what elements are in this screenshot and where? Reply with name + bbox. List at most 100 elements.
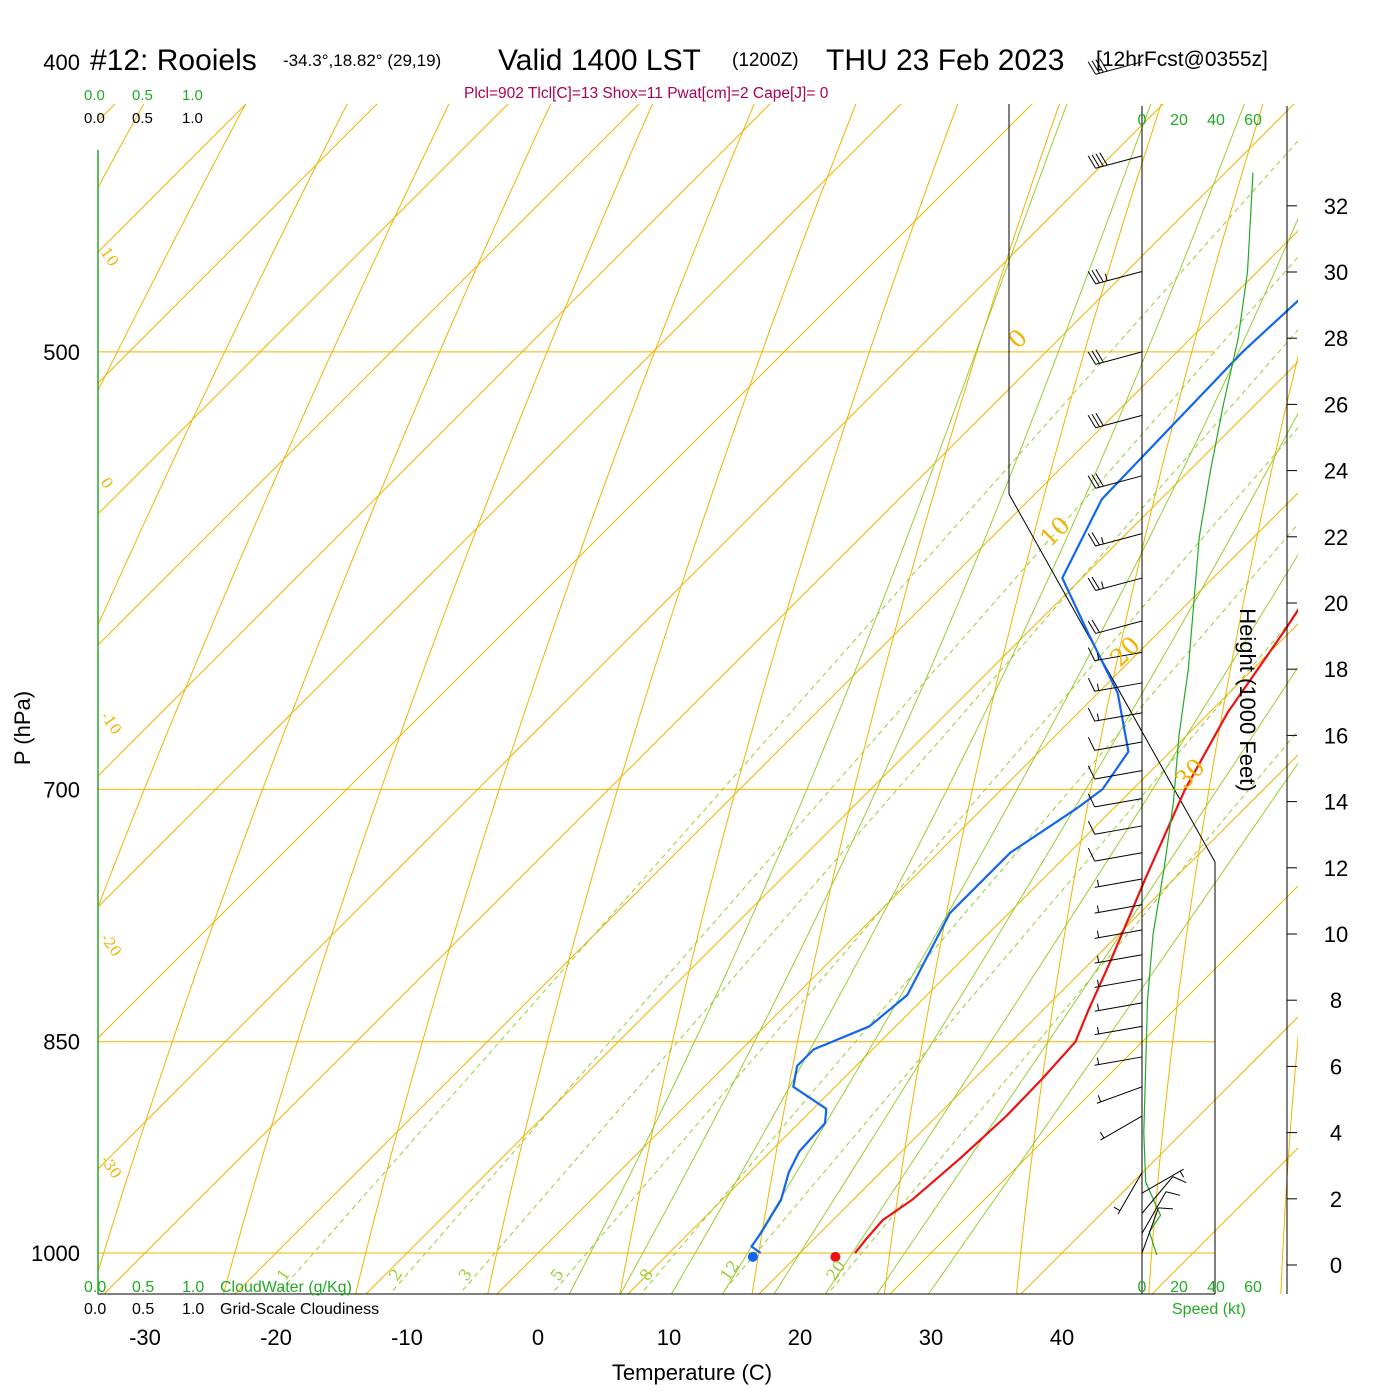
wind-barb-half-feather [1096, 879, 1100, 887]
wind-barb-staff [1117, 1172, 1143, 1215]
wind-barb [1087, 707, 1143, 722]
wind-barb-feather [1087, 351, 1097, 365]
cloud-scale-labels: 0.0 0.5 1.0 0.0 0.5 1.0 0.0 0.5 1.0 Clou… [84, 87, 1246, 1318]
wind-barb-feather [1095, 153, 1104, 167]
dry-adiabat-line [98, 104, 145, 189]
wind-barb-staff [1094, 770, 1143, 780]
isotherm-line [98, 104, 1033, 1039]
wind-barb-staff [1094, 1025, 1143, 1036]
speed-tick-label: 60 [1244, 1279, 1262, 1296]
dry-adiabat-line [487, 104, 857, 1294]
wind-barb [1087, 647, 1143, 662]
y-axis-title: P (hPa) [10, 691, 35, 765]
wind-barb-feather [1087, 475, 1097, 489]
wind-barb-staff [1095, 577, 1143, 591]
x-tick-label: 30 [919, 1325, 943, 1350]
dry-adiabat-line [98, 104, 348, 627]
wind-barb-feather [1087, 271, 1097, 285]
cloudwater-bottom-0: 0.0 [84, 1279, 106, 1296]
moist-adiabat-line [722, 217, 1298, 1294]
wind-barb-staff [1095, 155, 1143, 169]
height-tick-label: 24 [1324, 459, 1348, 484]
title-block: #12: Rooiels -34.3°,18.82° (29,19) Valid… [90, 44, 1268, 102]
isotherm-line [627, 623, 1298, 1294]
mixing-ratio-line [550, 427, 1298, 1294]
wind-barb-staff [1095, 351, 1143, 365]
cloudiness-top-1: 1.0 [182, 110, 203, 127]
wind-barb [1094, 878, 1143, 888]
wind-barb-half-feather [1097, 1095, 1102, 1103]
wind-barb [1087, 737, 1143, 751]
height-tick-label: 2 [1330, 1187, 1342, 1212]
cloudwater-top-05: 0.5 [132, 87, 153, 104]
wind-barb-staff [1094, 1056, 1143, 1066]
cloudwater-bottom-05: 0.5 [132, 1279, 154, 1296]
wind-barb-staff [1094, 712, 1143, 722]
mixing-ratio-label: 3 [454, 1265, 475, 1284]
wind-barb [1087, 58, 1143, 75]
mixing-ratio-line [640, 523, 1298, 1294]
wind-barb-staff [1095, 475, 1143, 489]
wind-barb [1099, 1115, 1143, 1141]
dewpoint-profile-line [750, 299, 1298, 1254]
dry-adiabat-line [355, 104, 755, 1294]
wind-barb-staff [1094, 852, 1143, 862]
dry-adiabat-line [1280, 1034, 1298, 1294]
wind-barb-staff [1094, 929, 1143, 939]
x-tick-label: 0 [532, 1325, 544, 1350]
wind-barb [1094, 978, 1143, 988]
wind-barb-feather [1095, 349, 1104, 363]
isotherm-line [0, 0, 244, 1304]
cloudiness-label: Grid-Scale Cloudiness [220, 1301, 379, 1318]
height-tick-label: 10 [1324, 922, 1348, 947]
wind-barb-feather [1091, 576, 1100, 590]
station-title: #12: Rooiels [90, 44, 257, 77]
height-tick-label: 8 [1330, 988, 1342, 1013]
wind-barb-feather [1087, 765, 1096, 780]
wind-barb-staff [1094, 878, 1143, 888]
wind-barb-feather [1087, 620, 1097, 634]
wind-barb-half-feather [1096, 653, 1100, 661]
wind-barb-feather [1091, 619, 1100, 633]
forecast-date: THU 23 Feb 2023 [826, 44, 1064, 77]
x-tick-label: -20 [260, 1325, 292, 1350]
wind-barb-feather [1099, 152, 1108, 166]
wind-barb-staff [1100, 1115, 1143, 1141]
wind-barb-half-feather [1096, 1027, 1100, 1035]
cloudiness-top-0: 0.0 [84, 110, 105, 127]
wind-barb-half-feather [1096, 955, 1100, 963]
moist-adiabat-line [927, 762, 1298, 1294]
isotherm-line [98, 104, 771, 777]
wind-barb-staff [1095, 533, 1143, 547]
wind-barb [1096, 1086, 1143, 1104]
isotherm-line [98, 104, 116, 122]
wind-barb-half-feather [1096, 683, 1100, 691]
speed-tick-label: 40 [1207, 1279, 1225, 1296]
wind-barb [1113, 1172, 1143, 1215]
isotherm-line [0, 0, 375, 1304]
wind-barb [1094, 1056, 1143, 1066]
y-tick-label: 700 [43, 777, 80, 802]
wind-barb-feather [1099, 58, 1108, 72]
y-tick-label: 850 [43, 1030, 80, 1055]
wind-barb-feather [1091, 413, 1100, 427]
x-tick-label: 10 [657, 1325, 681, 1350]
wind-barb-feather [1091, 154, 1100, 168]
speed-tick-label: 0 [1138, 1279, 1147, 1296]
wind-barb-staff [1094, 651, 1143, 662]
moist-adiabat-line [773, 412, 1298, 1294]
height-tick-label: 30 [1324, 260, 1348, 285]
plot-frame [97, 104, 1216, 1295]
dry-adiabat-line [222, 104, 654, 1294]
wind-barb-feather [1158, 1207, 1173, 1210]
height-tick-label: 0 [1330, 1253, 1342, 1278]
isotherm-line [496, 492, 1298, 1294]
mixing-ratio-line [389, 256, 1298, 1294]
isotherm-line [758, 754, 1298, 1294]
speed-axis-title: Speed (kt) [1172, 1301, 1246, 1318]
wind-barb [1094, 954, 1143, 964]
moist-adiabat-line [619, 104, 1152, 1294]
mixing-ratio-label: 2 [385, 1265, 406, 1284]
isotherm-line [98, 104, 509, 515]
wind-barb-feather [1091, 350, 1100, 364]
